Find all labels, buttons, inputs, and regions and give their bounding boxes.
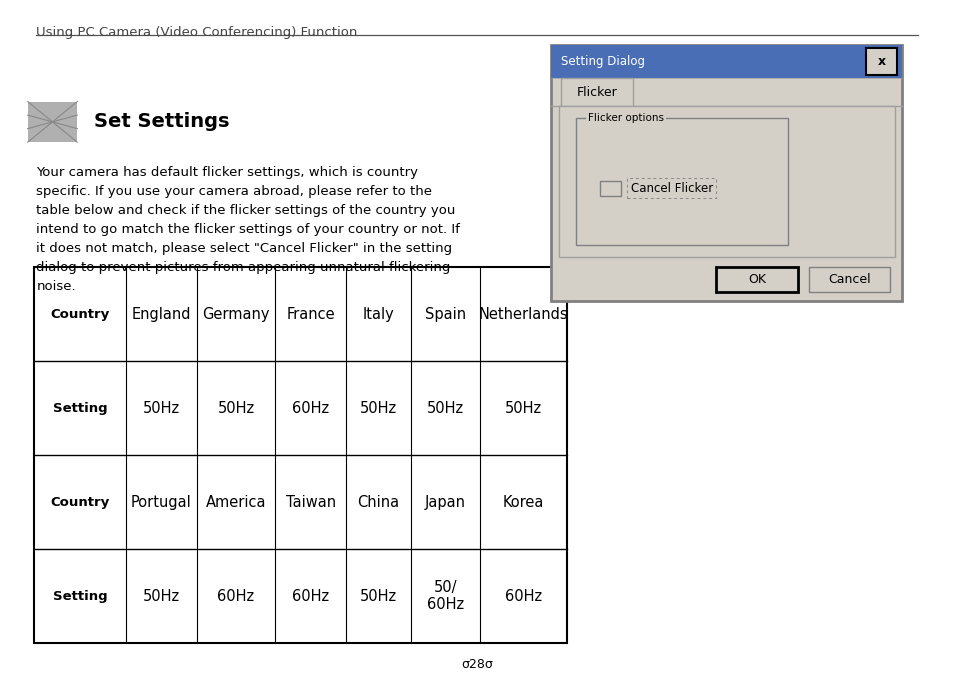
Text: Portugal: Portugal: [131, 495, 192, 510]
Text: 50Hz: 50Hz: [504, 401, 541, 416]
Bar: [576, 118, 787, 245]
Text: Country: Country: [51, 496, 110, 508]
Text: Setting: Setting: [52, 590, 108, 603]
Text: Italy: Italy: [362, 307, 394, 322]
Text: 50Hz: 50Hz: [217, 401, 254, 416]
Bar: [558, 106, 894, 257]
Bar: [34, 267, 566, 643]
Text: Set Settings: Set Settings: [94, 112, 230, 131]
Text: x: x: [877, 55, 884, 68]
Bar: [551, 45, 902, 301]
Text: 60Hz: 60Hz: [292, 401, 329, 416]
Text: Your camera has default flicker settings, which is country
specific. If you use : Your camera has default flicker settings…: [36, 166, 459, 293]
Bar: [599, 181, 620, 196]
Text: Germany: Germany: [202, 307, 270, 322]
Text: America: America: [206, 495, 266, 510]
Bar: [551, 45, 902, 78]
Text: Taiwan: Taiwan: [285, 495, 335, 510]
Text: Setting Dialog: Setting Dialog: [560, 55, 644, 68]
Text: 50Hz: 50Hz: [359, 589, 396, 604]
Bar: [865, 48, 896, 75]
Text: France: France: [286, 307, 335, 322]
Text: 60Hz: 60Hz: [504, 589, 541, 604]
Text: Using PC Camera (Video Conferencing) Function: Using PC Camera (Video Conferencing) Fun…: [36, 26, 357, 39]
Text: Flicker options: Flicker options: [587, 114, 663, 123]
Text: 50Hz: 50Hz: [143, 589, 179, 604]
Text: OK: OK: [747, 273, 765, 286]
Text: Flicker: Flicker: [576, 85, 617, 99]
Text: 60Hz: 60Hz: [217, 589, 254, 604]
Text: England: England: [132, 307, 191, 322]
Text: Cancel Flicker: Cancel Flicker: [630, 181, 712, 194]
Bar: [28, 102, 77, 142]
Text: 50Hz: 50Hz: [359, 401, 396, 416]
Text: σ28σ: σ28σ: [460, 658, 493, 672]
Text: Setting: Setting: [52, 402, 108, 415]
Text: 50/
60Hz: 50/ 60Hz: [426, 580, 463, 613]
Text: Cancel: Cancel: [827, 273, 870, 286]
Bar: [808, 267, 889, 292]
Text: Netherlands: Netherlands: [478, 307, 568, 322]
Bar: [716, 267, 797, 292]
Text: Japan: Japan: [424, 495, 465, 510]
Text: 60Hz: 60Hz: [292, 589, 329, 604]
Text: 50Hz: 50Hz: [426, 401, 463, 416]
Text: Country: Country: [51, 308, 110, 321]
Text: Korea: Korea: [502, 495, 543, 510]
Text: 50Hz: 50Hz: [143, 401, 179, 416]
Text: Spain: Spain: [424, 307, 465, 322]
Text: China: China: [357, 495, 399, 510]
Bar: [560, 78, 632, 106]
